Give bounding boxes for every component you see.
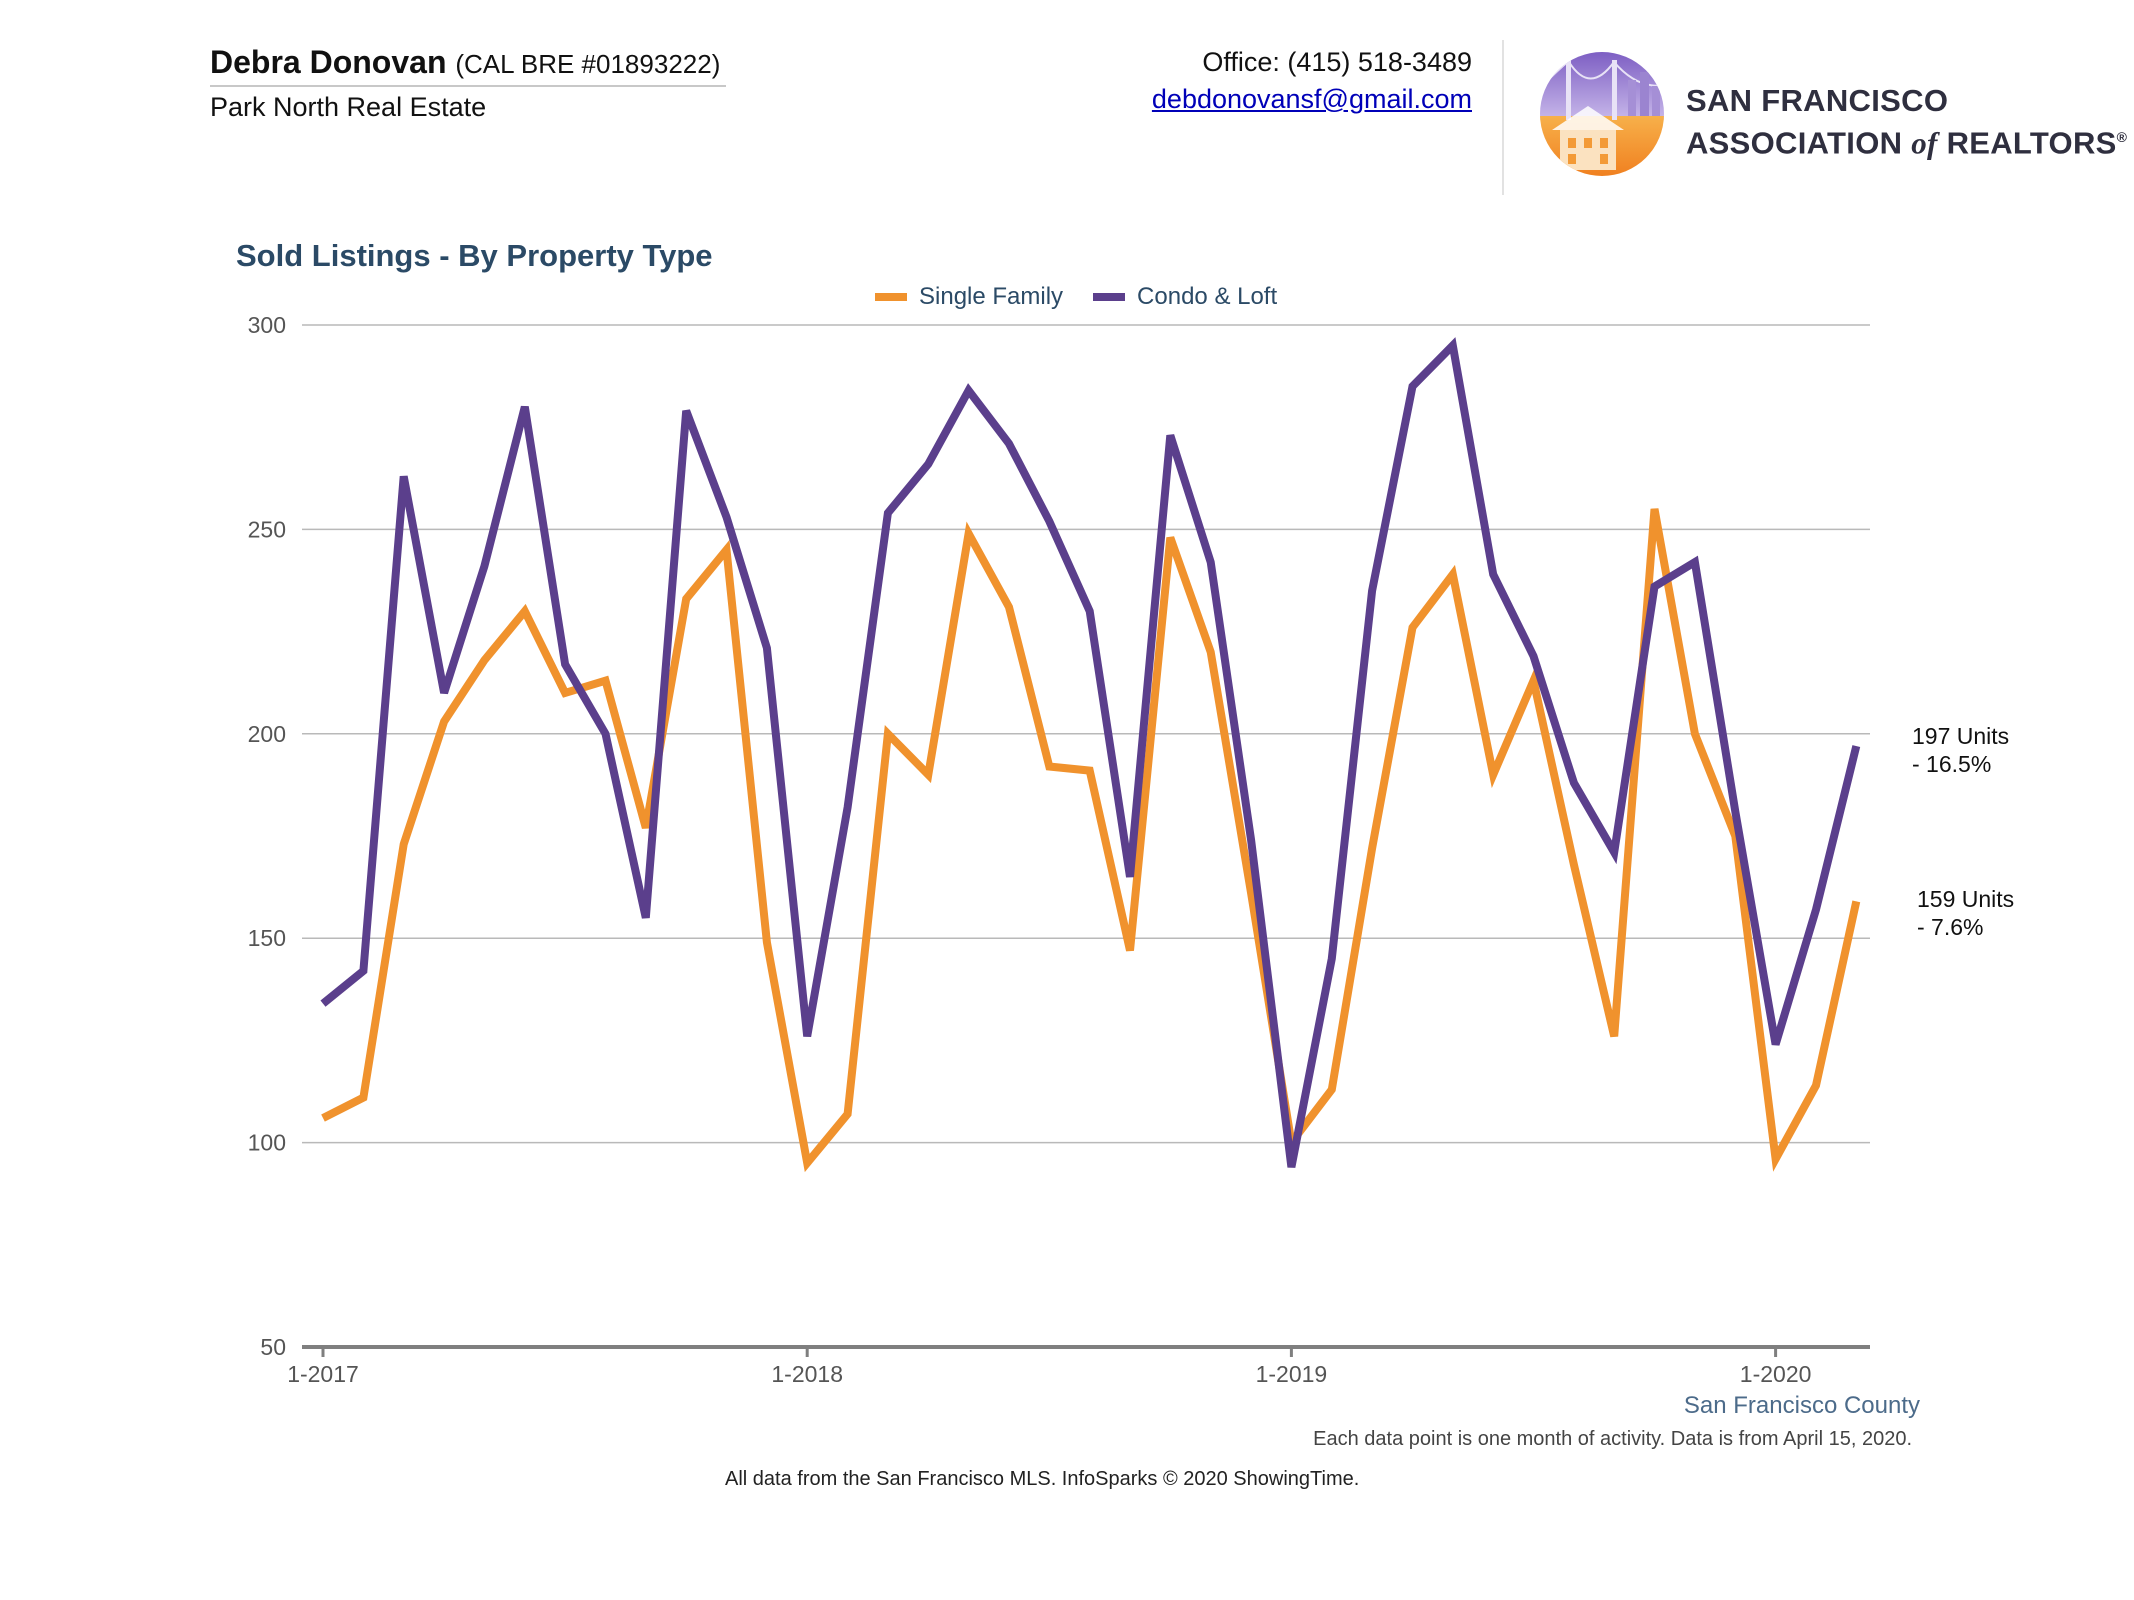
sfar-logo-icon (1540, 52, 1664, 176)
condo-end-label: 197 Units - 16.5% (1912, 722, 2009, 778)
legend-swatch-single-family (875, 293, 907, 301)
header-divider (210, 85, 726, 87)
legend-label-condo-loft: Condo & Loft (1137, 283, 1278, 310)
single-family-end-change: - 7.6% (1917, 914, 1984, 940)
data-source: All data from the San Francisco MLS. Inf… (725, 1468, 1360, 1490)
y-tick-label-50: 50 (260, 1334, 286, 1360)
legend-item-condo-loft[interactable]: Condo & Loft (1093, 283, 1277, 311)
single-family-end-units: 159 Units (1917, 886, 2015, 912)
logo-registered: ® (2116, 129, 2128, 145)
condo-end-units: 197 Units (1912, 723, 2010, 749)
legend-swatch-condo-loft (1093, 293, 1126, 301)
y-tick-label-100: 100 (248, 1130, 286, 1156)
logo-line-1: SAN FRANCISCO (1686, 83, 1949, 118)
agent-name-text: Debra Donovan (210, 44, 447, 80)
x-tick-label-1-2018: 1-2018 (771, 1361, 843, 1387)
y-tick-label-250: 250 (248, 516, 286, 542)
county-label: San Francisco County (1683, 1392, 1920, 1419)
agent-company: Park North Real Estate (210, 92, 487, 122)
x-tick-label-1-2017: 1-2017 (287, 1361, 359, 1387)
logo-word-of: of (1911, 125, 1938, 161)
legend-item-single-family[interactable]: Single Family (875, 283, 1063, 311)
chart-title: Sold Listings - By Property Type (236, 238, 713, 273)
condo-loft-line (320, 337, 1861, 1168)
logo-word-realtors: REALTORS (1946, 125, 2117, 161)
email-link[interactable]: debdonovansf@gmail.com (1151, 84, 1472, 114)
footnote: Each data point is one month of activity… (1313, 1428, 1912, 1450)
agent-name: Debra Donovan (CAL BRE #01893222) (210, 44, 720, 81)
y-tick-label-300: 300 (248, 312, 286, 338)
vertical-divider (1502, 40, 1504, 195)
y-tick-label-200: 200 (248, 721, 286, 747)
legend-label-single-family: Single Family (919, 283, 1064, 310)
chart-legend: Single Family Condo & Loft (875, 283, 1307, 311)
y-tick-label-150: 150 (248, 925, 286, 951)
logo-word-association: ASSOCIATION (1686, 125, 1903, 161)
office-phone: Office: (415) 518-3489 (1202, 47, 1472, 77)
logo-line-2: ASSOCIATION of REALTORS® (1686, 119, 2127, 161)
x-tick-label-1-2020: 1-2020 (1740, 1361, 1812, 1387)
x-tick-label-1-2019: 1-2019 (1256, 1361, 1328, 1387)
agent-license: (CAL BRE #01893222) (455, 49, 721, 79)
sfar-logo-text: SAN FRANCISCO ASSOCIATION of REALTORS® (1686, 82, 2127, 161)
single-family-end-label: 159 Units - 7.6% (1917, 885, 2014, 941)
condo-end-change: - 16.5% (1912, 751, 1992, 777)
